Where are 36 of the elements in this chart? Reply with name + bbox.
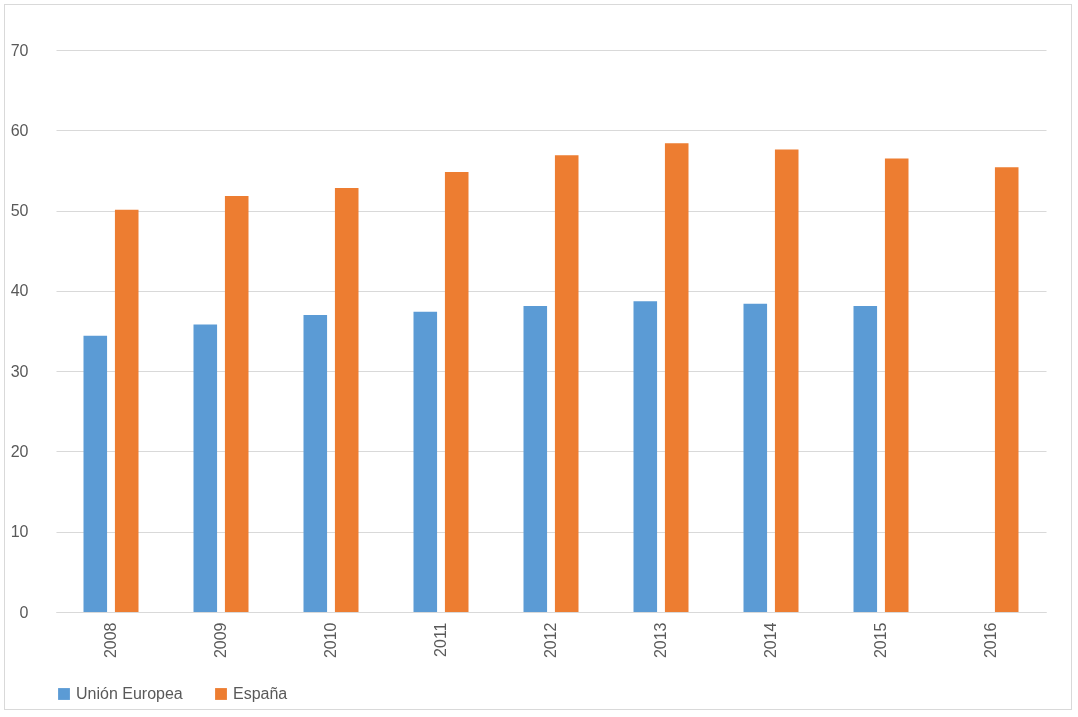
bar <box>853 306 878 612</box>
bar <box>633 301 658 612</box>
x-tick-label: 2008 <box>102 622 119 659</box>
bar <box>334 188 359 612</box>
bar <box>774 149 799 612</box>
bar <box>884 158 909 612</box>
x-tick-label: 2013 <box>652 622 669 659</box>
bar <box>193 324 218 612</box>
y-tick-label: 50 <box>10 202 29 220</box>
bar <box>303 314 328 612</box>
x-tick-label: 2014 <box>762 622 779 659</box>
bar <box>114 209 139 612</box>
y-tick-label: 30 <box>10 362 29 380</box>
bar <box>554 155 579 612</box>
x-tick-label: 2016 <box>982 622 999 659</box>
x-tick-label: 2011 <box>432 622 449 657</box>
y-tick-label: 40 <box>10 282 29 300</box>
x-tick-label: 2012 <box>542 622 559 659</box>
y-tick-label: 70 <box>10 41 29 59</box>
bar <box>664 143 689 612</box>
y-tick-label: 0 <box>19 603 29 621</box>
bar <box>413 311 438 612</box>
bar <box>444 172 469 612</box>
y-tick-label: 10 <box>10 523 29 541</box>
y-tick-label: 60 <box>10 121 29 139</box>
x-tick-label: 2015 <box>872 622 889 659</box>
x-tick-label: 2009 <box>212 622 229 659</box>
bar <box>743 303 768 612</box>
bar <box>994 167 1019 612</box>
x-tick-label: 2010 <box>322 622 339 659</box>
legend-label: Unión Europea <box>76 685 183 702</box>
bar <box>523 306 548 612</box>
y-tick-label: 20 <box>10 442 29 460</box>
legend-label: España <box>233 685 288 702</box>
bar <box>83 335 108 612</box>
bar <box>224 196 249 612</box>
